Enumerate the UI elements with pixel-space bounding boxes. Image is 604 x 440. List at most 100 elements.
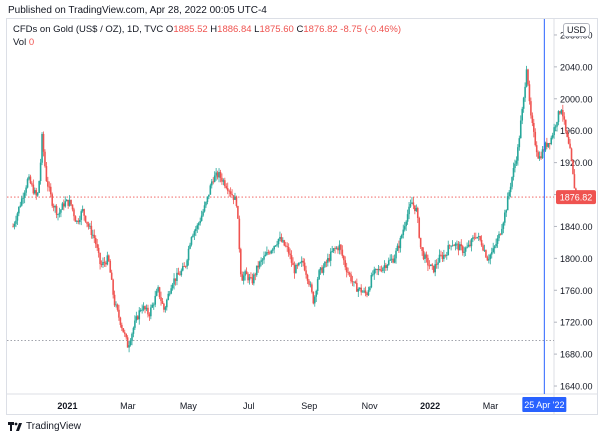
candle-body [219,171,222,178]
legend-open-value: 1885.52 [173,24,208,35]
candle-body [531,115,534,123]
candle-body [573,174,576,189]
candle-body [299,262,302,264]
footer: TradingView [8,421,81,432]
candle-body [186,260,188,267]
chart-frame[interactable] [6,18,598,415]
candle-body [399,237,402,249]
candle-body [202,211,204,216]
candle-body [419,237,422,248]
candle-body [239,249,242,275]
candle-body [509,186,512,193]
candle-body [132,327,135,334]
candle-body [179,274,181,276]
candle-body [412,202,415,206]
candle-body [103,261,106,263]
candle-body [373,269,376,275]
candle-body [570,148,573,161]
candle-body [389,259,392,261]
candle-body [67,199,69,206]
candle-body [222,180,225,182]
candle-body [546,142,548,147]
candle-body [18,206,20,214]
candle-body [228,190,230,192]
candle-body [136,316,139,320]
candle-body [105,262,107,265]
candle-body [32,184,35,194]
candle-body [443,254,445,260]
candle-body [197,223,200,226]
candle-body [128,345,130,348]
candle-body [80,211,83,220]
candle-body [480,239,483,246]
candle-body [234,196,236,200]
candle-body [361,291,364,293]
candle-body [567,136,570,144]
currency-button[interactable]: USD [563,23,591,37]
candle-body [488,259,490,261]
candle-body [479,236,481,240]
candle-body [195,228,197,232]
candle-body [319,267,322,271]
y-tick-label: 2040.00 [560,62,593,72]
candle-body [380,270,383,272]
candle-body [353,281,355,283]
candle-body [83,209,85,216]
candle-body [121,324,123,329]
candle-body [218,171,220,178]
y-tick-label: 1640.00 [560,382,593,392]
candle-body [253,274,255,284]
candle-body [357,288,360,292]
candle-body [35,190,38,196]
candle-body [166,299,168,308]
candle-body [427,257,429,266]
candle-body [254,274,257,276]
candle-body [490,252,493,255]
candle-body [73,209,75,217]
candle-body [25,187,27,193]
candle-body [502,222,505,229]
candle-body [401,235,403,238]
candle-body [289,253,291,256]
candle-body [524,86,526,98]
candle-body [65,199,68,202]
y-tick-label: 1800.00 [560,254,593,264]
candle-body [157,287,159,292]
candle-body [430,264,432,266]
candle-body [13,223,16,227]
candle-body [332,248,335,252]
candle-body [492,248,494,253]
candle-body [269,252,271,254]
candle-body [144,306,146,310]
candle-body [511,177,513,187]
candle-body [20,198,23,206]
candle-body [192,235,194,238]
legend-close-label: C [296,24,304,35]
candle-body [470,239,473,247]
candle-body [369,287,371,291]
candle-body [548,143,551,144]
candle-body [115,304,117,306]
candle-body [562,110,564,117]
candle-body [161,301,164,304]
candle-body [356,283,358,292]
candle-body [434,264,436,273]
candle-body [119,317,122,325]
candle-body [515,160,518,164]
candle-body [42,133,45,152]
candle-body [554,126,557,128]
candle-body [463,251,465,253]
candle-body [34,190,36,194]
candle-body [316,279,319,291]
candle-body [538,156,541,159]
candle-body [367,290,370,296]
volume-legend: Vol 0 [13,37,34,48]
crosshair-date-bg [522,397,567,412]
y-tick-label: 1960.00 [560,126,593,136]
candle-body [170,288,172,294]
candle-body [437,262,439,265]
candle-body [483,250,486,251]
candle-body [131,333,133,342]
candle-body [31,183,33,185]
